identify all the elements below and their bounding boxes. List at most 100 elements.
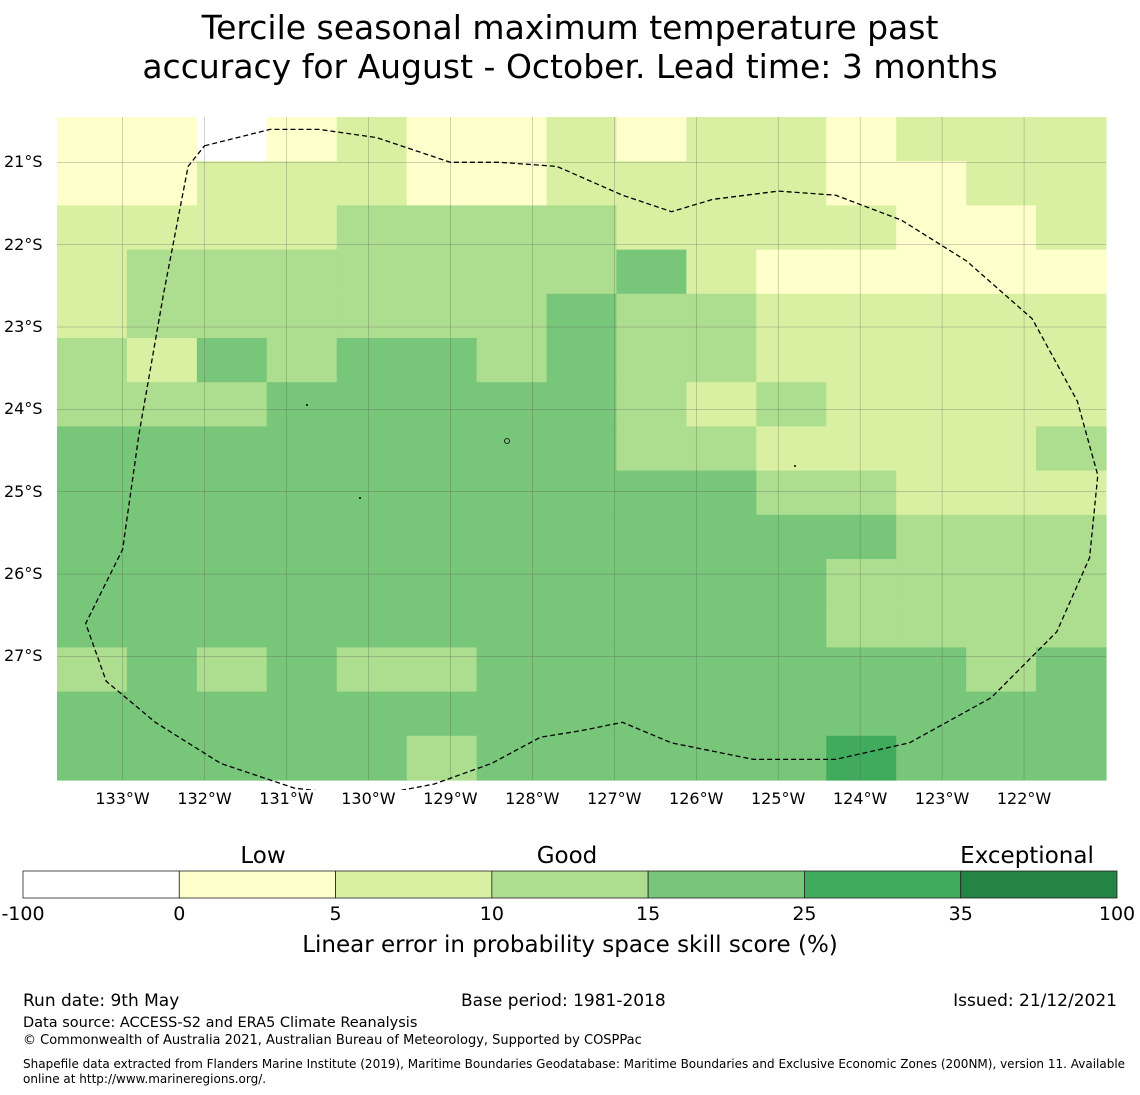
skill-cell [966, 470, 1037, 516]
skill-cell [476, 293, 548, 339]
skill-cell [336, 603, 408, 648]
skill-cell [546, 293, 618, 339]
skill-cell [476, 470, 548, 516]
skill-cell [476, 338, 548, 383]
data-source: Data source: ACCESS-S2 and ERA5 Climate … [23, 1015, 418, 1031]
skill-cell [476, 161, 548, 206]
latitude-label: 27°S [4, 646, 43, 666]
skill-cell [57, 691, 128, 737]
skill-cell [756, 735, 827, 781]
skill-cell [896, 514, 967, 560]
skill-cell [476, 691, 548, 737]
skill-cell [686, 338, 757, 383]
skill-cell [546, 161, 618, 206]
skill-cell [196, 470, 268, 516]
skill-cell [476, 647, 548, 693]
skill-cell [966, 691, 1037, 737]
skill-cell [616, 603, 687, 648]
latitude-label: 24°S [4, 399, 43, 419]
skill-cell [336, 426, 408, 472]
skill-cell [966, 382, 1037, 427]
skill-cell [756, 293, 827, 339]
skill-cell [686, 647, 757, 693]
longitude-label: 125°W [751, 789, 806, 808]
skill-cell [406, 161, 478, 206]
category-low-label: Low [240, 843, 286, 869]
skill-cell [826, 205, 897, 251]
skill-cell [196, 691, 268, 737]
skill-cell [196, 205, 268, 251]
skill-cell [826, 603, 897, 648]
skill-cell [756, 205, 827, 251]
skill-cell [616, 293, 687, 339]
skill-cell [266, 691, 338, 737]
latitude-label: 23°S [4, 317, 43, 337]
skill-cell [1036, 249, 1107, 295]
skill-cell [616, 647, 687, 693]
skill-cell [266, 647, 338, 693]
skill-cell [57, 735, 128, 781]
skill-cell [196, 603, 268, 648]
skill-cell [1036, 603, 1107, 648]
skill-cell [196, 293, 268, 339]
skill-cell [336, 514, 408, 560]
skill-cell [266, 426, 338, 472]
skill-cell [826, 338, 897, 383]
skill-cell [57, 249, 128, 295]
skill-cell [126, 603, 198, 648]
skill-cell [406, 514, 478, 560]
skill-cell [826, 161, 897, 206]
colorbar-segment [178, 870, 336, 899]
skill-cell [406, 691, 478, 737]
skill-cell [1036, 514, 1107, 560]
skill-cell [57, 161, 128, 206]
skill-grid-cells [57, 117, 1107, 781]
skill-cell [266, 382, 338, 427]
skill-cell [126, 647, 198, 693]
skill-cell [896, 559, 967, 604]
latitude-label: 25°S [4, 481, 43, 501]
colorbar-tick-label: 0 [173, 903, 186, 925]
skill-cell [336, 559, 408, 604]
skill-cell [546, 382, 618, 427]
skill-cell [966, 117, 1037, 162]
skill-cell [896, 249, 967, 295]
colorbar-tick-label: -100 [1, 903, 45, 925]
skill-cell [546, 205, 618, 251]
skill-cell [1036, 338, 1107, 383]
skill-cell [686, 117, 757, 162]
colorbar-tick-label: 15 [636, 903, 661, 925]
skill-cell [616, 559, 687, 604]
colorbar-segment [960, 870, 1118, 899]
skill-cell [966, 338, 1037, 383]
colorbar-segment [335, 870, 493, 899]
skill-cell [1036, 205, 1107, 251]
skill-cell [966, 647, 1037, 693]
skill-cell [546, 514, 618, 560]
skill-cell [546, 691, 618, 737]
skill-cell [57, 382, 128, 427]
skill-cell [966, 161, 1037, 206]
skill-cell [686, 382, 757, 427]
skill-cell [126, 249, 198, 295]
category-good-label: Good [536, 843, 598, 869]
skill-cell [336, 117, 408, 162]
island-markers [306, 404, 796, 499]
skill-cell [686, 249, 757, 295]
skill-cell [756, 514, 827, 560]
skill-cell [546, 559, 618, 604]
island-marker [794, 465, 796, 467]
skill-cell [476, 205, 548, 251]
skill-cell [406, 382, 478, 427]
skill-cell [476, 603, 548, 648]
skill-cell [546, 735, 618, 781]
skill-cell [896, 382, 967, 427]
skill-cell [406, 647, 478, 693]
skill-cell [266, 514, 338, 560]
skill-cell [406, 603, 478, 648]
colorbar-segments [22, 870, 1118, 899]
colorbar-segment [22, 870, 180, 899]
skill-cell [756, 161, 827, 206]
skill-cell [756, 338, 827, 383]
skill-cell [336, 293, 408, 339]
